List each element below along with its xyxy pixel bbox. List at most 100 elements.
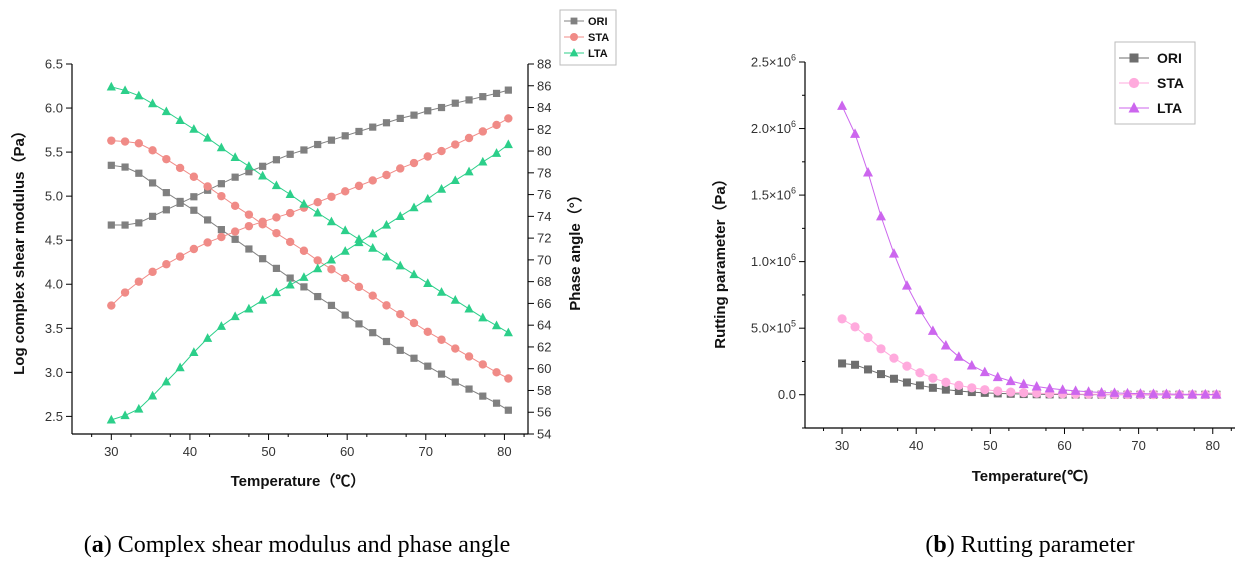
chart-a-lta-phase-point	[395, 211, 405, 220]
chart-a-lta-modulus-point	[230, 152, 240, 161]
chart-a-lta-phase-point	[285, 279, 295, 289]
chart-b-lta-point	[888, 248, 899, 258]
chart-b-ori-point	[838, 359, 847, 368]
chart-a-lta-phase-point	[230, 311, 240, 321]
chart-b-y-tick-label: 1.0×106	[751, 252, 796, 269]
chart-b-lta-point	[1057, 384, 1068, 394]
chart-a-series	[106, 81, 513, 424]
chart-a-sta-phase-point	[504, 114, 513, 123]
chart-b-y-tick-label: 2.5×106	[751, 53, 796, 70]
chart-a-ori-modulus-point	[204, 216, 212, 224]
chart-a-right-tick-label: 60	[537, 361, 551, 376]
chart-a-lta-phase-point	[106, 414, 116, 424]
chart-b-lta-point	[850, 128, 861, 138]
chart-b-lta-point	[1083, 386, 1094, 396]
chart-b-sta-point	[1032, 388, 1042, 398]
chart-a-sta-modulus-point	[313, 256, 322, 265]
chart-a-lta-modulus-point	[161, 106, 171, 116]
chart-a-lta-modulus-point	[258, 170, 268, 180]
chart-a-sta-phase-point	[478, 127, 487, 136]
chart-a-ori-modulus-point	[369, 329, 377, 337]
chart-a-ori-modulus-point	[217, 226, 225, 234]
chart-a-sta-phase-point	[313, 198, 322, 207]
chart-a-x-tick-label: 50	[261, 444, 275, 459]
chart-b-series	[837, 100, 1222, 400]
chart-b-legend: ORI STA LTA	[1114, 41, 1196, 125]
chart-b-sta-point	[915, 368, 925, 378]
chart-a-ori-phase-point	[396, 114, 404, 123]
chart-b-sta-point	[980, 385, 990, 395]
chart-a-caption-letter: a	[92, 532, 104, 558]
chart-a-x-tick-label: 70	[419, 444, 433, 459]
chart-b-ori-point	[915, 381, 924, 390]
chart-b-ori-point	[876, 370, 885, 379]
chart-a-ori-modulus-point	[504, 406, 512, 414]
chart-b-lta-point	[837, 100, 848, 110]
chart-b-y-axis-title: Rutting parameter（Pa）	[711, 171, 729, 349]
chart-a-right-tick-label: 86	[537, 78, 551, 93]
chart-a-lta-modulus-point	[175, 115, 185, 124]
chart-b-ori-point	[864, 365, 873, 374]
chart-a-lta-phase-point	[313, 263, 323, 273]
chart-a-lta-modulus-point	[285, 189, 295, 198]
chart-a-sta-phase-point	[148, 267, 157, 277]
chart-b-lta-point	[914, 304, 925, 315]
chart-a-ori-modulus-point	[300, 283, 308, 291]
chart-a-sta-phase-point	[423, 152, 432, 161]
chart-a-lta-modulus-point	[478, 312, 488, 322]
chart-a-ori-modulus-point	[410, 354, 418, 362]
chart-a-sta-modulus-point	[107, 136, 116, 145]
chart-a-legend-ori-marker	[570, 17, 578, 25]
chart-a-ori-phase-point	[341, 132, 349, 140]
chart-a-ori-phase-point	[327, 136, 336, 144]
chart-a-left-tick-label: 3.0	[45, 365, 63, 380]
chart-a-left-tick-label: 2.5	[45, 409, 63, 424]
chart-a-lta-phase-point	[258, 295, 268, 304]
chart-a-lta-modulus-point	[450, 294, 460, 304]
chart-b-sta-point	[1019, 388, 1029, 398]
chart-a-sta-modulus-point	[134, 139, 144, 148]
chart-a: 30 40 50 60 70 80 2.5 3.0 3.5 4.0 4.5 5.0 5.5 6.0 6.5…	[10, 9, 617, 490]
chart-a-left-tick-label: 6.0	[45, 101, 63, 116]
chart-a-sta-modulus-point	[148, 146, 157, 155]
chart-a-ori-modulus-point	[396, 346, 404, 354]
chart-a-sta-phase-line	[110, 117, 509, 306]
chart-b-lta-line	[841, 105, 1217, 395]
chart-a-sta-phase-point	[327, 192, 336, 201]
chart-a-lta-phase-point	[340, 246, 350, 255]
chart-a-ori-modulus-point	[479, 392, 487, 400]
chart-a-lta-modulus-point	[299, 198, 309, 208]
chart-b-lta-point	[953, 351, 964, 361]
chart-a-ori-modulus-point	[327, 301, 336, 309]
chart-a-sta-phase-point	[451, 140, 460, 149]
chart-b-sta-point	[837, 314, 847, 324]
chart-a-left-ticks: 2.5 3.0 3.5 4.0 4.5 5.0 5.5 6.0 6.5	[45, 57, 72, 424]
chart-b-y-tick-mantissa: 1.5×10	[751, 188, 791, 203]
chart-a-caption-text: Complex shear modulus and phase angle	[118, 532, 511, 558]
chart-b-lta-point	[901, 280, 912, 290]
chart-a-sta-modulus-point	[120, 137, 130, 146]
chart-a-right-tick-label: 62	[537, 339, 551, 354]
chart-a-lta-phase-point	[368, 228, 378, 238]
chart-a-ori-modulus-point	[231, 235, 239, 243]
chart-b-sta-point	[954, 380, 964, 391]
chart-a-ori-phase-point	[437, 103, 446, 112]
chart-a-lta-modulus-point	[147, 98, 158, 108]
chart-b-lta-point	[1109, 387, 1120, 397]
chart-a-sta-modulus-point	[368, 291, 377, 300]
chart-b-x-tick-label: 30	[835, 438, 849, 453]
chart-a-ori-modulus-point	[286, 274, 294, 282]
chart-a-lta-modulus-point	[106, 81, 116, 91]
chart-b-y-tick-exponent: 6	[791, 53, 796, 63]
chart-b-lta-point	[1148, 388, 1159, 398]
chart-b-sta-point	[902, 361, 912, 371]
chart-b-x-tick-label: 80	[1206, 438, 1220, 453]
chart-a-right-tick-label: 70	[537, 252, 551, 267]
chart-a-lta-modulus-point	[340, 225, 350, 235]
chart-a-x-tick-label: 80	[497, 444, 511, 459]
chart-a-lta-phase-point	[381, 219, 392, 229]
chart-a-lta-phase-point	[147, 390, 158, 400]
chart-a-sta-phase-point	[258, 217, 267, 226]
chart-a-lta-modulus-point	[423, 278, 433, 287]
